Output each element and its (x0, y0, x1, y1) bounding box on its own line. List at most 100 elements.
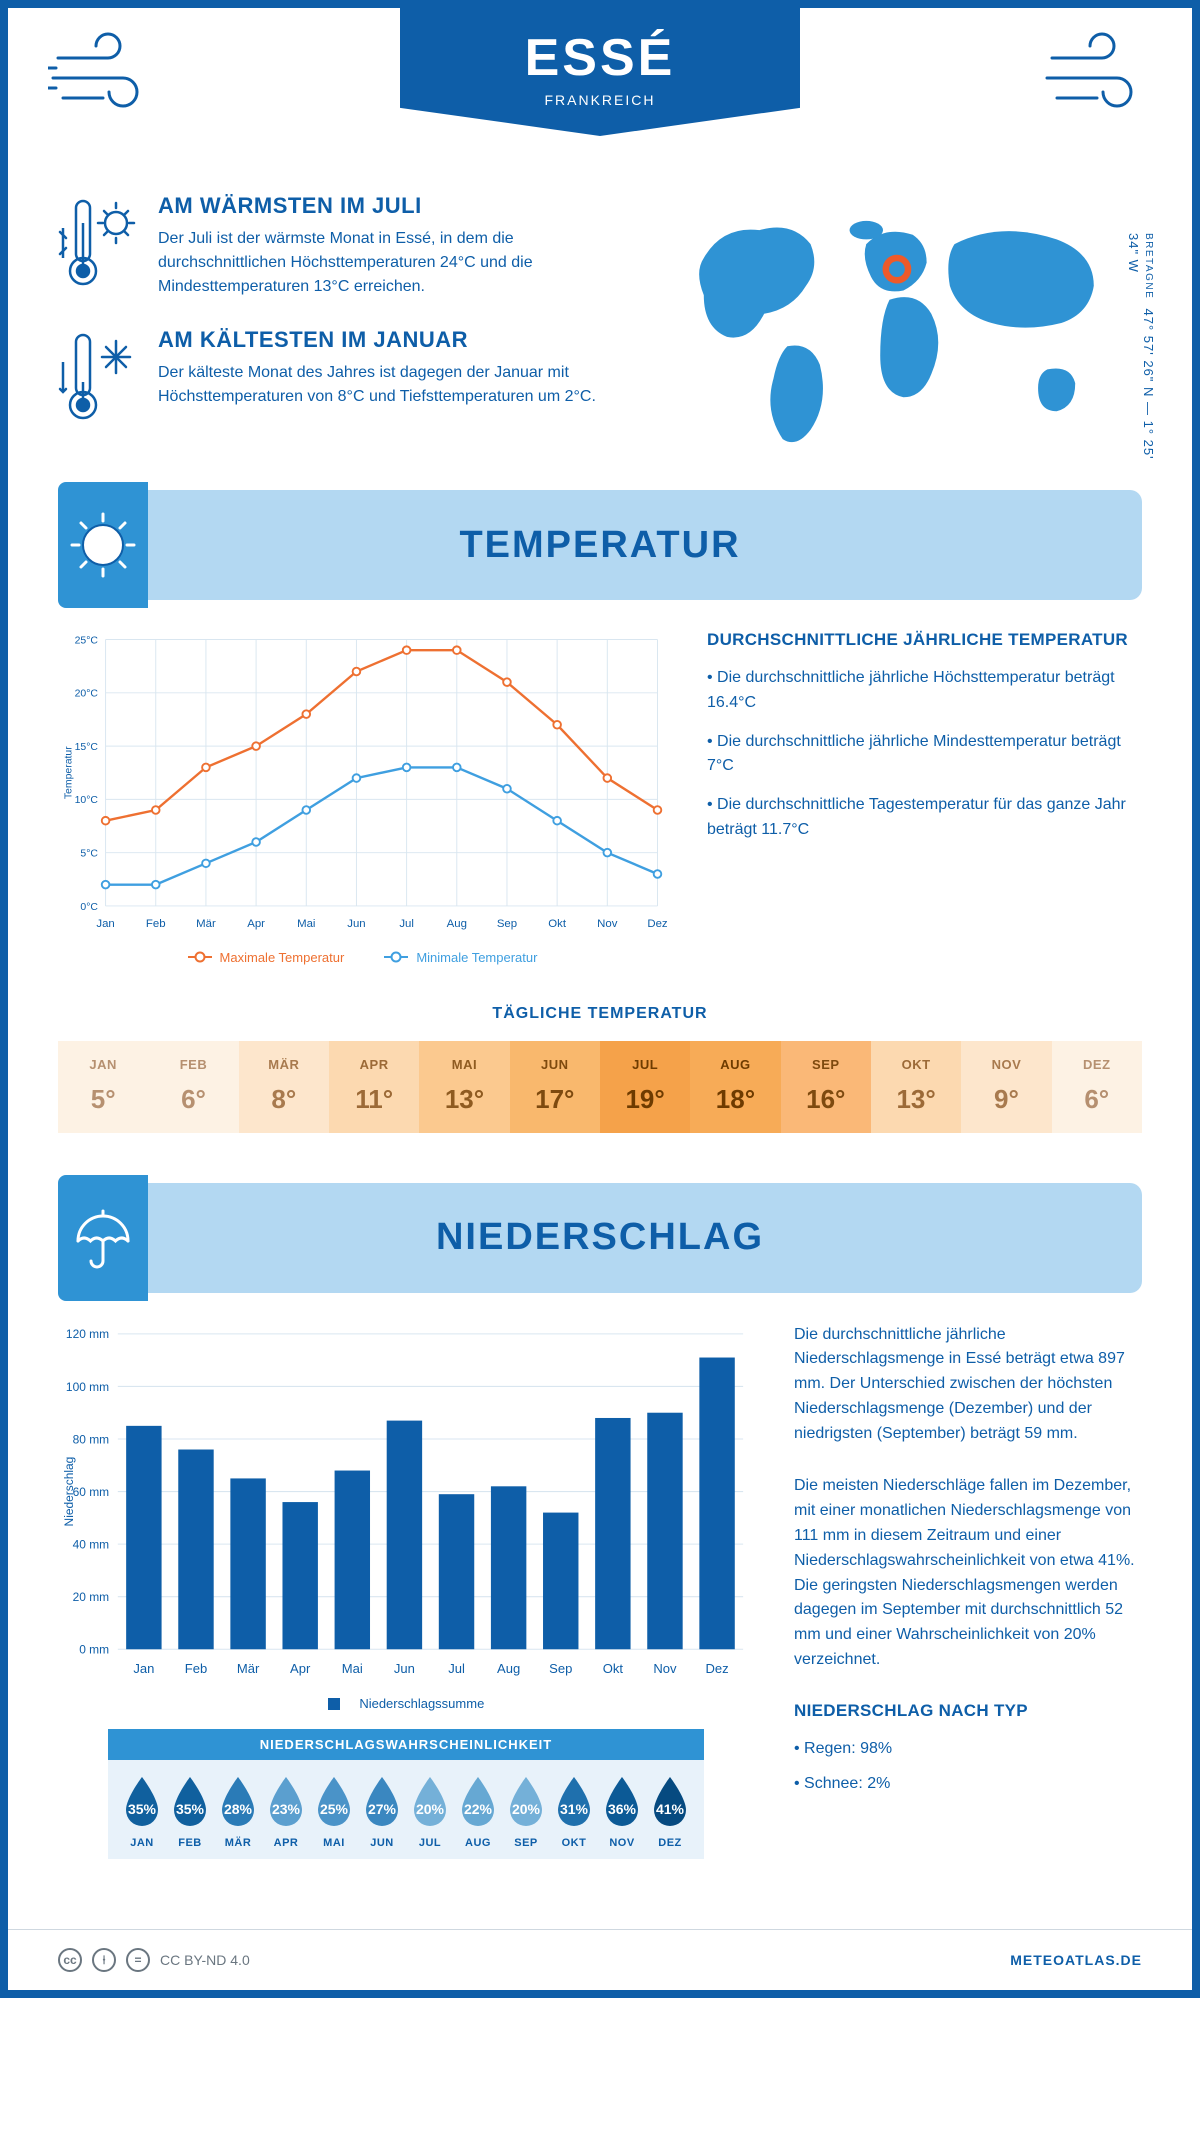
svg-text:Apr: Apr (247, 918, 265, 930)
svg-text:Okt: Okt (548, 918, 567, 930)
prob-title: NIEDERSCHLAGSWAHRSCHEINLICHKEIT (108, 1729, 704, 1760)
svg-text:0°C: 0°C (80, 902, 98, 913)
precip-type: • Schnee: 2% (794, 1772, 1142, 1797)
svg-text:35%: 35% (176, 1801, 205, 1817)
temp-cell: JUL19° (600, 1041, 690, 1133)
svg-text:23%: 23% (272, 1801, 301, 1817)
svg-text:Mai: Mai (342, 1661, 363, 1676)
coldest-body: Der kälteste Monat des Jahres ist dagege… (158, 361, 616, 409)
precip-section-bar: NIEDERSCHLAG (58, 1183, 1142, 1293)
svg-text:Jun: Jun (347, 918, 365, 930)
sun-icon (58, 482, 148, 608)
temp-cell: MAI13° (419, 1041, 509, 1133)
svg-text:25%: 25% (320, 1801, 349, 1817)
thermometer-snow-icon (58, 327, 138, 432)
intro-section: AM WÄRMSTEN IM JULI Der Juli ist der wär… (8, 173, 1192, 490)
thermometer-sun-icon (58, 193, 138, 298)
coldest-block: AM KÄLTESTEN IM JANUAR Der kälteste Mona… (58, 327, 616, 432)
license-block: cc ⍿ = CC BY-ND 4.0 (58, 1948, 250, 1972)
precip-type-title: NIEDERSCHLAG NACH TYP (794, 1701, 1142, 1721)
warmest-block: AM WÄRMSTEN IM JULI Der Juli ist der wär… (58, 193, 616, 299)
temp-cell: DEZ6° (1052, 1041, 1142, 1133)
precip-drop: 22%AUG (454, 1774, 502, 1849)
country-subtitle: FRANKREICH (400, 92, 800, 108)
svg-text:28%: 28% (224, 1801, 253, 1817)
coordinates-label: BRETAGNE 47° 57' 26" N — 1° 25' 34" W (1126, 233, 1156, 460)
svg-text:60 mm: 60 mm (73, 1484, 110, 1498)
svg-text:Okt: Okt (603, 1661, 624, 1676)
license-text: CC BY-ND 4.0 (160, 1952, 250, 1968)
svg-text:Jan: Jan (133, 1661, 154, 1676)
title-banner: ESSÉ FRANKREICH (400, 8, 800, 136)
svg-text:Dez: Dez (647, 918, 667, 930)
temp-cell: OKT13° (871, 1041, 961, 1133)
svg-text:Temperatur: Temperatur (63, 746, 74, 799)
precipitation-bar-chart: 0 mm20 mm40 mm60 mm80 mm100 mm120 mmNied… (58, 1323, 754, 1682)
precip-drop: 28%MÄR (214, 1774, 262, 1849)
warmest-body: Der Juli ist der wärmste Monat in Essé, … (158, 227, 616, 299)
svg-text:22%: 22% (464, 1801, 493, 1817)
svg-text:Jan: Jan (96, 918, 114, 930)
svg-text:Mär: Mär (196, 918, 216, 930)
precip-drop: 25%MAI (310, 1774, 358, 1849)
temp-cell: SEP16° (781, 1041, 871, 1133)
svg-text:41%: 41% (656, 1801, 685, 1817)
precip-drop: 23%APR (262, 1774, 310, 1849)
cc-icon: cc (58, 1948, 82, 1972)
temp-fact: • Die durchschnittliche jährliche Höchst… (707, 666, 1142, 716)
temperature-line-chart: 0°C5°C10°C15°C20°C25°CJanFebMärAprMaiJun… (58, 630, 667, 935)
city-title: ESSÉ (400, 28, 800, 88)
precip-drop: 31%OKT (550, 1774, 598, 1849)
temp-cell: JUN17° (510, 1041, 600, 1133)
section-title: TEMPERATUR (459, 524, 740, 567)
svg-text:10°C: 10°C (75, 795, 99, 806)
nd-icon: = (126, 1948, 150, 1972)
world-map-icon (656, 193, 1142, 453)
svg-text:120 mm: 120 mm (66, 1327, 109, 1341)
svg-text:31%: 31% (560, 1801, 589, 1817)
header: ESSÉ FRANKREICH (8, 8, 1192, 173)
coldest-title: AM KÄLTESTEN IM JANUAR (158, 327, 616, 353)
svg-text:Feb: Feb (146, 918, 166, 930)
svg-text:Aug: Aug (497, 1661, 520, 1676)
by-icon: ⍿ (92, 1948, 116, 1972)
temp-cell: FEB6° (148, 1041, 238, 1133)
temp-fact: • Die durchschnittliche Tagestemperatur … (707, 793, 1142, 843)
svg-text:Nov: Nov (653, 1661, 677, 1676)
svg-text:20°C: 20°C (75, 689, 99, 700)
warmest-title: AM WÄRMSTEN IM JULI (158, 193, 616, 219)
svg-text:Sep: Sep (497, 918, 517, 930)
svg-text:Nov: Nov (597, 918, 618, 930)
precip-type: • Regen: 98% (794, 1737, 1142, 1762)
temp-fact: • Die durchschnittliche jährliche Mindes… (707, 730, 1142, 780)
svg-text:Apr: Apr (290, 1661, 311, 1676)
svg-text:Jul: Jul (399, 918, 414, 930)
svg-text:25°C: 25°C (75, 635, 99, 646)
svg-text:Mär: Mär (237, 1661, 260, 1676)
precip-probability-box: NIEDERSCHLAGSWAHRSCHEINLICHKEIT 35%JAN35… (108, 1729, 704, 1859)
site-name: METEOATLAS.DE (1010, 1952, 1142, 1968)
precip-text: Die meisten Niederschläge fallen im Deze… (794, 1474, 1142, 1672)
svg-text:20%: 20% (512, 1801, 541, 1817)
svg-text:20%: 20% (416, 1801, 445, 1817)
svg-text:80 mm: 80 mm (73, 1432, 110, 1446)
svg-text:27%: 27% (368, 1801, 397, 1817)
svg-text:Jun: Jun (394, 1661, 415, 1676)
precip-drop: 41%DEZ (646, 1774, 694, 1849)
svg-text:Niederschlag: Niederschlag (62, 1456, 76, 1526)
wind-icon (48, 28, 158, 123)
footer: cc ⍿ = CC BY-ND 4.0 METEOATLAS.DE (8, 1929, 1192, 1990)
temperature-section-bar: TEMPERATUR (58, 490, 1142, 600)
temp-facts-title: DURCHSCHNITTLICHE JÄHRLICHE TEMPERATUR (707, 630, 1142, 650)
temp-cell: NOV9° (961, 1041, 1051, 1133)
precip-drop: 20%JUL (406, 1774, 454, 1849)
precip-text: Die durchschnittliche jährliche Niedersc… (794, 1323, 1142, 1447)
svg-text:15°C: 15°C (75, 742, 99, 753)
svg-text:35%: 35% (128, 1801, 157, 1817)
daily-temp-title: TÄGLICHE TEMPERATUR (58, 1005, 1142, 1023)
umbrella-icon (58, 1175, 148, 1301)
svg-text:Dez: Dez (705, 1661, 728, 1676)
svg-text:Sep: Sep (549, 1661, 572, 1676)
chart-legend: Niederschlagssumme (58, 1696, 754, 1711)
svg-text:36%: 36% (608, 1801, 637, 1817)
